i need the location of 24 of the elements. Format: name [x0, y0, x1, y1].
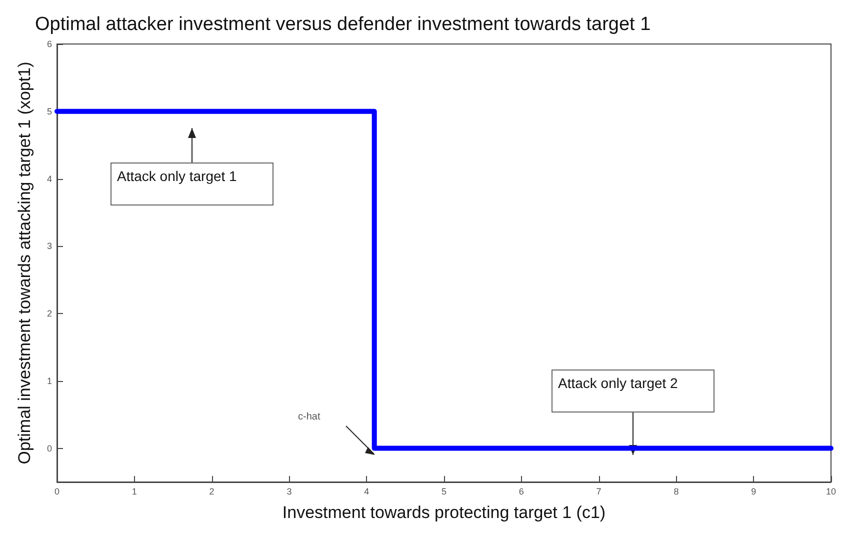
y-axis-title: Optimal investment towards attacking target 1 (xopt1)	[15, 62, 34, 464]
x-tick-label: 5	[441, 486, 447, 496]
y-tick-label: 1	[46, 376, 52, 386]
chart-title: Optimal attacker investment versus defender investment towards target 1	[35, 14, 651, 35]
y-tick-label: 2	[46, 308, 52, 319]
x-tick-label: 9	[751, 486, 756, 496]
x-tick-label: 6	[518, 486, 524, 496]
x-tick-label: 7	[596, 486, 602, 496]
x-axis-title: Investment towards protecting target 1 (c1)	[282, 503, 606, 522]
y-tick-label: 3	[46, 241, 52, 252]
y-tick-label: 0	[46, 443, 52, 454]
x-tick-label: 2	[209, 486, 214, 496]
x-tick-label: 1	[132, 486, 137, 496]
x-tick-label: 0	[54, 486, 60, 496]
annotation: Attack only target 2	[558, 375, 678, 391]
y-tick-label: 5	[46, 106, 52, 116]
y-tick-label: 6	[46, 39, 52, 49]
annotation: c-hat	[298, 412, 320, 422]
x-tick-label: 3	[286, 486, 292, 496]
annotation: Attack only target 1	[117, 168, 238, 184]
y-tick-label: 4	[46, 174, 52, 184]
x-tick-label: 4	[364, 486, 370, 496]
x-tick-label: 8	[674, 486, 679, 496]
x-tick-label: 10	[826, 486, 836, 496]
